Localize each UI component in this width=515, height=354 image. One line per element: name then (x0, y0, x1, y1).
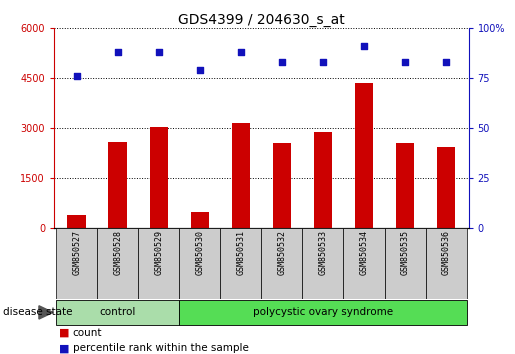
Point (401, 59, 409, 65)
Text: GSM850535: GSM850535 (401, 230, 409, 275)
Title: GDS4399 / 204630_s_at: GDS4399 / 204630_s_at (178, 13, 345, 27)
Point (73, 74, 81, 79)
Bar (179, 228, 220, 299)
Text: count: count (73, 328, 102, 338)
Text: GSM850534: GSM850534 (359, 230, 368, 275)
Bar (109, 142, 127, 228)
Point (154, 50, 163, 55)
Text: ■: ■ (59, 328, 70, 338)
Text: GSM850529: GSM850529 (154, 230, 163, 275)
Text: ■: ■ (59, 343, 70, 353)
Bar (385, 228, 425, 299)
Point (237, 50, 245, 55)
Bar (314, 132, 332, 228)
Text: GSM850527: GSM850527 (72, 230, 81, 275)
Point (319, 59, 327, 65)
Polygon shape (39, 306, 53, 319)
Text: control: control (99, 307, 136, 318)
Bar (97, 228, 138, 299)
Bar (232, 123, 250, 228)
Bar (191, 212, 209, 228)
Bar (355, 83, 373, 228)
Text: percentile rank within the sample: percentile rank within the sample (73, 343, 249, 353)
Bar (272, 143, 291, 228)
Text: GSM850528: GSM850528 (113, 230, 122, 275)
Point (278, 59, 286, 65)
Bar (179, 299, 467, 325)
Bar (56, 299, 179, 325)
Bar (425, 228, 467, 299)
Bar (149, 127, 168, 228)
Point (360, 44, 368, 49)
Bar (344, 228, 385, 299)
Bar (56, 228, 97, 299)
Point (442, 59, 450, 65)
Bar (220, 228, 261, 299)
Text: disease state: disease state (3, 307, 72, 318)
Text: GSM850532: GSM850532 (278, 230, 286, 275)
Point (196, 68, 204, 73)
Bar (396, 143, 414, 228)
Text: GSM850533: GSM850533 (318, 230, 328, 275)
Bar (302, 228, 344, 299)
Bar (261, 228, 302, 299)
Point (114, 50, 122, 55)
Text: GSM850531: GSM850531 (236, 230, 245, 275)
Text: GSM850536: GSM850536 (441, 230, 451, 275)
Text: GSM850530: GSM850530 (195, 230, 204, 275)
Bar (67, 215, 86, 228)
Bar (138, 228, 179, 299)
Text: polycystic ovary syndrome: polycystic ovary syndrome (253, 307, 393, 318)
Bar (437, 147, 455, 228)
